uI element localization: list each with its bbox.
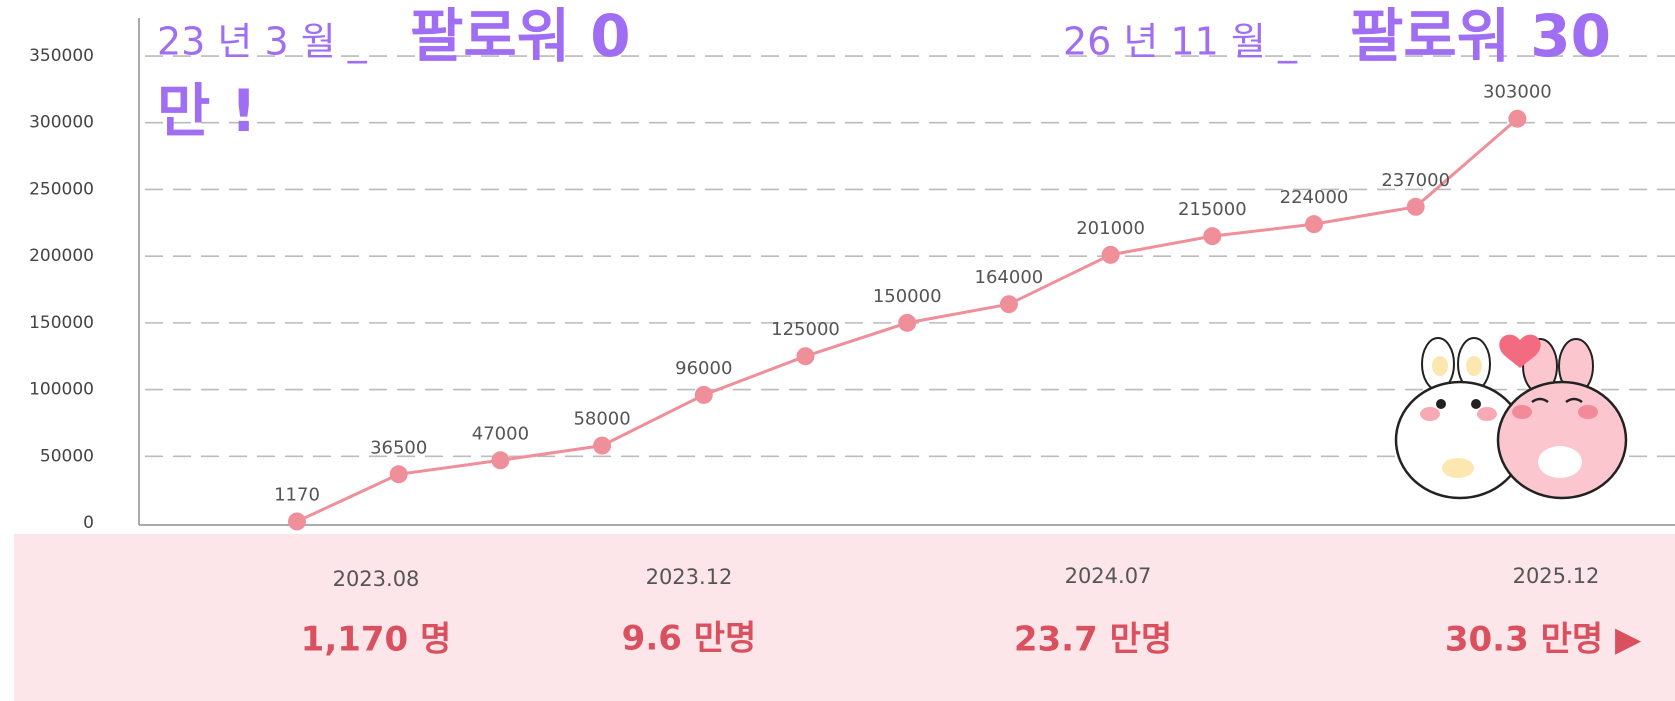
milestone-count: 23.7 만명 [1014, 620, 1172, 660]
y-tick-label: 300000 [29, 113, 94, 133]
point [1000, 295, 1018, 313]
data-label: 96000 [675, 358, 732, 379]
headline-tail: 만 ! [157, 77, 257, 145]
milestone-date: 2023.12 [646, 565, 733, 589]
data-label: 36500 [370, 437, 427, 458]
y-tick-label: 350000 [29, 46, 94, 66]
data-label: 215000 [1178, 199, 1247, 220]
data-label: 150000 [873, 286, 942, 307]
y-tick-label: 200000 [29, 246, 94, 266]
data-label: 47000 [472, 423, 529, 444]
data-label: 125000 [771, 319, 840, 340]
y-tick-label: 50000 [40, 446, 94, 466]
milestone-date: 2025.12 [1513, 564, 1600, 588]
data-label: 1170 [274, 484, 320, 505]
milestone-count: 30.3 만명 ▶ [1445, 620, 1642, 660]
point [797, 347, 815, 365]
data-label: 224000 [1280, 187, 1349, 208]
point [491, 451, 509, 469]
y-tick-label: 250000 [29, 179, 94, 199]
point [1508, 110, 1526, 128]
data-label: 303000 [1483, 82, 1552, 103]
data-label: 201000 [1076, 218, 1145, 239]
headline-date: 26 년 11 월 _ [1063, 20, 1298, 64]
point [288, 512, 306, 530]
headline-followers: 팔로워 30 [1350, 2, 1611, 70]
point [1203, 227, 1221, 245]
point [1102, 246, 1120, 264]
headline-date: 23 년 3 월 _ [157, 20, 368, 64]
y-tick-label: 100000 [29, 380, 94, 400]
milestone-date: 2023.08 [333, 567, 420, 591]
milestone-count: 9.6 만명 [622, 619, 757, 659]
point [593, 437, 611, 455]
data-label: 164000 [975, 267, 1044, 288]
point [390, 465, 408, 483]
data-label: 237000 [1381, 170, 1450, 191]
data-label: 58000 [573, 409, 630, 430]
milestone-panel [14, 534, 1675, 701]
y-tick-label: 150000 [29, 313, 94, 333]
milestone-count: 1,170 명 [301, 620, 452, 660]
page: 0 50000 100000 150000 200000 250000 300000 3500… [0, 0, 1675, 701]
point [898, 314, 916, 332]
bunny-illustration [1396, 335, 1626, 498]
headline-followers: 팔로워 0 [410, 2, 631, 70]
milestone-date: 2024.07 [1065, 564, 1152, 588]
point [1305, 215, 1323, 233]
point [1407, 198, 1425, 216]
y-tick-label: 0 [83, 513, 94, 533]
point [695, 386, 713, 404]
